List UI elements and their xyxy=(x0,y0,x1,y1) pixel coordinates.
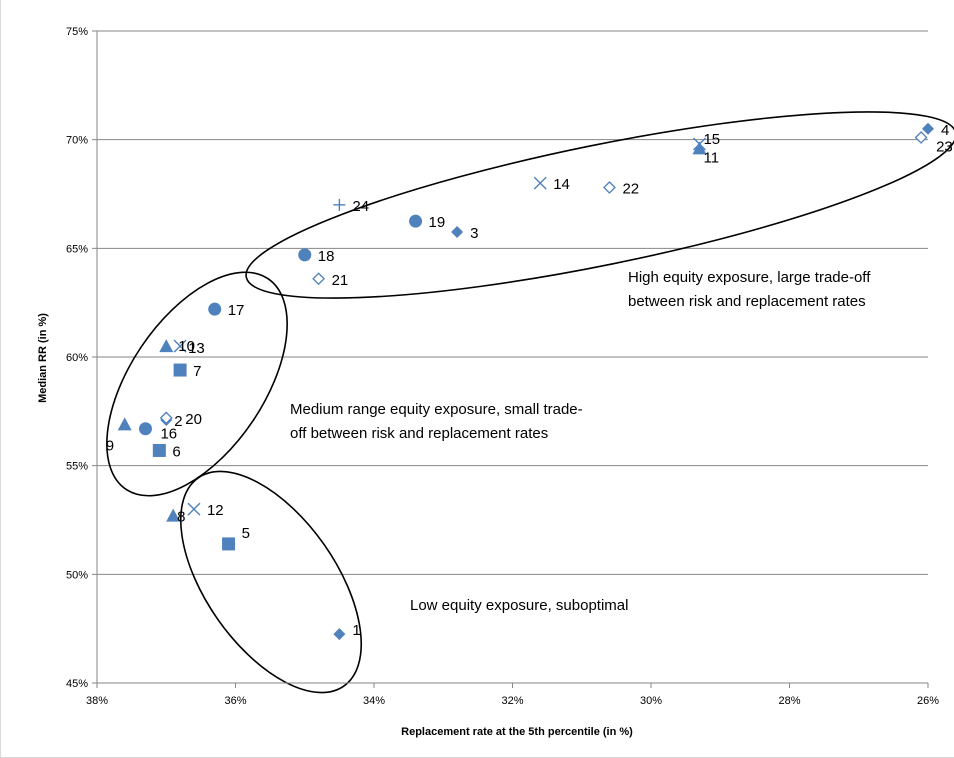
y-tick-label: 60% xyxy=(66,352,88,364)
point-label-2: 2 xyxy=(174,413,182,430)
point-label-8: 8 xyxy=(177,509,185,526)
point-14 xyxy=(533,176,547,190)
point-label-5: 5 xyxy=(242,525,250,542)
point-15 xyxy=(692,137,706,151)
point-label-22: 22 xyxy=(622,180,639,197)
medium-equity-note: Medium range equity exposure, small trad… xyxy=(290,401,587,442)
point-19 xyxy=(409,214,423,228)
point-17 xyxy=(208,302,222,316)
x-tick-label: 26% xyxy=(917,695,939,707)
low-equity-note-line-1: Low equity exposure, suboptimal xyxy=(410,597,628,614)
x-axis-title: Replacement rate at the 5th percentile (… xyxy=(401,726,633,738)
point-label-18: 18 xyxy=(318,248,335,265)
point-16 xyxy=(138,422,152,436)
point-9 xyxy=(117,417,132,431)
point-label-12: 12 xyxy=(207,502,224,519)
point-23 xyxy=(914,131,928,144)
point-label-7: 7 xyxy=(193,363,201,380)
point-label-15: 15 xyxy=(703,131,720,148)
point-8 xyxy=(166,508,181,522)
point-label-4: 4 xyxy=(941,122,949,139)
point-5 xyxy=(222,537,236,551)
point-7 xyxy=(173,363,187,377)
medium-equity-note-line-2: off between risk and replacement rates xyxy=(290,425,548,442)
y-tick-label: 65% xyxy=(66,243,88,255)
point-3 xyxy=(451,226,464,239)
low-equity-note: Low equity exposure, suboptimal xyxy=(410,597,628,614)
point-4 xyxy=(922,122,934,135)
x-tick-label: 28% xyxy=(778,695,800,707)
point-24 xyxy=(333,198,346,211)
point-label-10: 10 xyxy=(178,338,195,355)
y-axis-title: Median RR (in %) xyxy=(37,313,49,403)
point-label-21: 21 xyxy=(332,272,349,289)
point-6 xyxy=(152,443,166,457)
x-tick-label: 34% xyxy=(363,695,385,707)
data-points xyxy=(117,122,934,641)
high-equity-note: High equity exposure, large trade-off be… xyxy=(628,269,875,310)
high-equity-note-line-1: High equity exposure, large trade-off xyxy=(628,269,871,286)
gridlines xyxy=(97,30,928,684)
y-tick-label: 75% xyxy=(66,26,88,38)
x-tick-label: 36% xyxy=(224,695,246,707)
x-tick-label: 32% xyxy=(501,695,523,707)
point-10 xyxy=(159,339,174,353)
point-12 xyxy=(187,502,201,516)
point-1 xyxy=(333,628,346,641)
point-label-23: 23 xyxy=(936,138,953,155)
point-label-9: 9 xyxy=(106,437,114,454)
y-tick-label: 55% xyxy=(66,461,88,473)
point-13 xyxy=(173,339,187,353)
high-equity-note-line-2: between risk and replacement rates xyxy=(628,293,866,310)
group-ellipses xyxy=(106,111,954,694)
point-11 xyxy=(692,141,707,155)
point-20 xyxy=(159,411,173,425)
y-tick-label: 70% xyxy=(66,135,88,147)
point-label-20: 20 xyxy=(185,411,202,428)
y-tick-label: 45% xyxy=(66,678,88,690)
point-18 xyxy=(298,248,312,262)
axes: 45% 50% 55% 60% 65% 70% 75% 38% 36% 34% 32% 30% 28% 2… xyxy=(66,26,939,707)
point-label-14: 14 xyxy=(553,176,570,193)
medium-equity-ellipse xyxy=(106,271,288,497)
low-equity-ellipse xyxy=(179,470,363,694)
point-label-13: 13 xyxy=(188,340,205,357)
y-tick-label: 50% xyxy=(66,569,88,581)
point-label-11: 11 xyxy=(703,149,719,166)
high-equity-ellipse xyxy=(245,111,954,299)
point-label-19: 19 xyxy=(429,214,446,231)
annotations: High equity exposure, large trade-off be… xyxy=(290,269,875,614)
point-label-17: 17 xyxy=(228,302,245,319)
point-label-24: 24 xyxy=(352,198,369,215)
point-21 xyxy=(312,272,326,286)
x-tick-label: 30% xyxy=(640,695,662,707)
point-label-6: 6 xyxy=(172,443,180,460)
point-22 xyxy=(603,181,616,194)
medium-equity-note-line-1: Medium range equity exposure, small trad… xyxy=(290,401,583,418)
point-label-1: 1 xyxy=(352,622,360,639)
point-label-3: 3 xyxy=(470,225,478,242)
point-label-16: 16 xyxy=(160,426,177,443)
x-tick-label: 38% xyxy=(86,695,108,707)
